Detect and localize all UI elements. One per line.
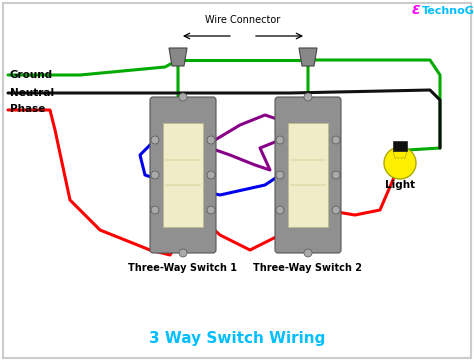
Text: Ground: Ground: [10, 70, 53, 80]
Text: Wire Connector: Wire Connector: [205, 15, 281, 25]
Circle shape: [332, 171, 340, 179]
Circle shape: [276, 206, 284, 214]
Circle shape: [276, 136, 284, 144]
Text: Three-Way Switch 1: Three-Way Switch 1: [128, 263, 237, 273]
Polygon shape: [393, 151, 407, 158]
Circle shape: [304, 249, 312, 257]
Bar: [163, 123, 203, 227]
Polygon shape: [169, 48, 187, 66]
Circle shape: [276, 171, 284, 179]
Circle shape: [332, 136, 340, 144]
Circle shape: [304, 93, 312, 101]
Polygon shape: [299, 48, 317, 66]
FancyBboxPatch shape: [150, 97, 216, 253]
Circle shape: [151, 171, 159, 179]
Text: Three-Way Switch 2: Three-Way Switch 2: [254, 263, 363, 273]
Circle shape: [207, 171, 215, 179]
Circle shape: [151, 206, 159, 214]
Circle shape: [207, 206, 215, 214]
Text: Phase: Phase: [10, 104, 46, 114]
Circle shape: [384, 147, 416, 179]
FancyBboxPatch shape: [275, 97, 341, 253]
Circle shape: [332, 206, 340, 214]
Circle shape: [179, 93, 187, 101]
Text: Light: Light: [385, 180, 415, 190]
Circle shape: [179, 249, 187, 257]
Text: Neutral: Neutral: [10, 88, 54, 98]
Circle shape: [151, 136, 159, 144]
Text: Ɛ: Ɛ: [412, 4, 421, 17]
Bar: [288, 123, 328, 227]
Bar: [393, 141, 407, 151]
Text: 3 Way Switch Wiring: 3 Way Switch Wiring: [149, 331, 325, 347]
Circle shape: [207, 136, 215, 144]
Text: TechnoG: TechnoG: [422, 6, 474, 16]
